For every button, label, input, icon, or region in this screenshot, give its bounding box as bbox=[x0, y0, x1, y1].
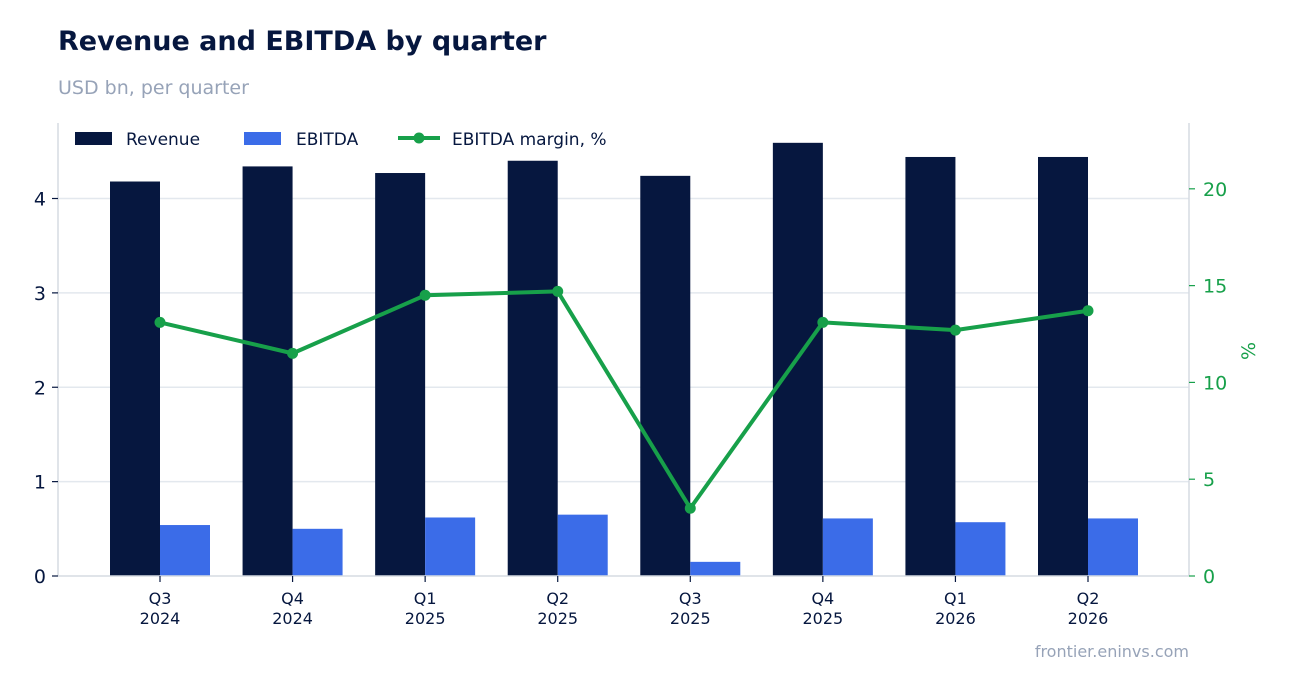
legend-label-margin: EBITDA margin, % bbox=[452, 130, 607, 150]
ebitda-bar bbox=[690, 561, 741, 576]
y2-tick-label: 20 bbox=[1203, 179, 1227, 201]
revenue-bar bbox=[242, 166, 293, 576]
legend-swatch-revenue bbox=[75, 132, 112, 145]
ebitda-bar bbox=[955, 522, 1006, 576]
ebitda-bar bbox=[425, 517, 476, 576]
y2-tick-label: 15 bbox=[1203, 276, 1227, 298]
y-tick-label: 2 bbox=[34, 377, 46, 399]
y2-tick-label: 10 bbox=[1203, 372, 1227, 394]
x-tick-label: Q3 2025 bbox=[670, 589, 711, 628]
ebitda-bar bbox=[557, 514, 608, 576]
ebitda-bar bbox=[1088, 518, 1138, 576]
margin-point bbox=[817, 316, 829, 328]
legend-marker-margin bbox=[413, 132, 425, 144]
x-tick-label: Q1 2025 bbox=[405, 589, 446, 628]
legend-label-ebitda: EBITDA bbox=[296, 130, 359, 150]
legend-swatch-ebitda bbox=[244, 132, 281, 145]
y-tick-label: 1 bbox=[34, 472, 46, 494]
chart-title: Revenue and EBITDA by quarter bbox=[58, 26, 547, 57]
legend-label-revenue: Revenue bbox=[126, 130, 200, 150]
x-tick-label: Q2 2025 bbox=[537, 589, 578, 628]
y-tick-label: 3 bbox=[34, 283, 46, 305]
ebitda-bar bbox=[822, 518, 873, 576]
source-label: frontier.eninvs.com bbox=[1034, 642, 1189, 661]
y2-tick-label: 0 bbox=[1203, 566, 1215, 588]
chart-subtitle: USD bn, per quarter bbox=[58, 77, 249, 99]
x-tick-label: Q4 2024 bbox=[272, 589, 313, 628]
revenue-bar bbox=[507, 160, 558, 576]
revenue-bar bbox=[640, 175, 691, 576]
x-tick-label: Q1 2026 bbox=[935, 589, 976, 628]
y2-axis-label: % bbox=[1238, 342, 1260, 360]
margin-line bbox=[159, 289, 1089, 511]
margin-point bbox=[552, 285, 564, 297]
margin-point bbox=[1082, 305, 1094, 317]
margin-point bbox=[949, 324, 961, 336]
margin-point bbox=[287, 347, 299, 359]
x-tick-label: Q2 2026 bbox=[1068, 589, 1109, 628]
margin-point bbox=[419, 289, 431, 301]
ebitda-bar bbox=[160, 525, 210, 576]
y-tick-label: 0 bbox=[34, 566, 46, 588]
revenue-bar bbox=[375, 173, 426, 577]
margin-point bbox=[154, 316, 166, 328]
margin-point bbox=[684, 502, 696, 514]
y-tick-label: 4 bbox=[34, 189, 46, 211]
legend: Revenue EBITDA EBITDA margin, % bbox=[75, 130, 607, 150]
ebitda-bar bbox=[292, 528, 343, 576]
x-tick-label: Q3 2024 bbox=[140, 589, 181, 628]
revenue-bar bbox=[905, 156, 956, 576]
y2-tick-label: 5 bbox=[1203, 469, 1215, 491]
revenue-bar bbox=[1038, 156, 1088, 576]
revenue-bar bbox=[110, 181, 160, 576]
x-tick-label: Q4 2025 bbox=[802, 589, 843, 628]
